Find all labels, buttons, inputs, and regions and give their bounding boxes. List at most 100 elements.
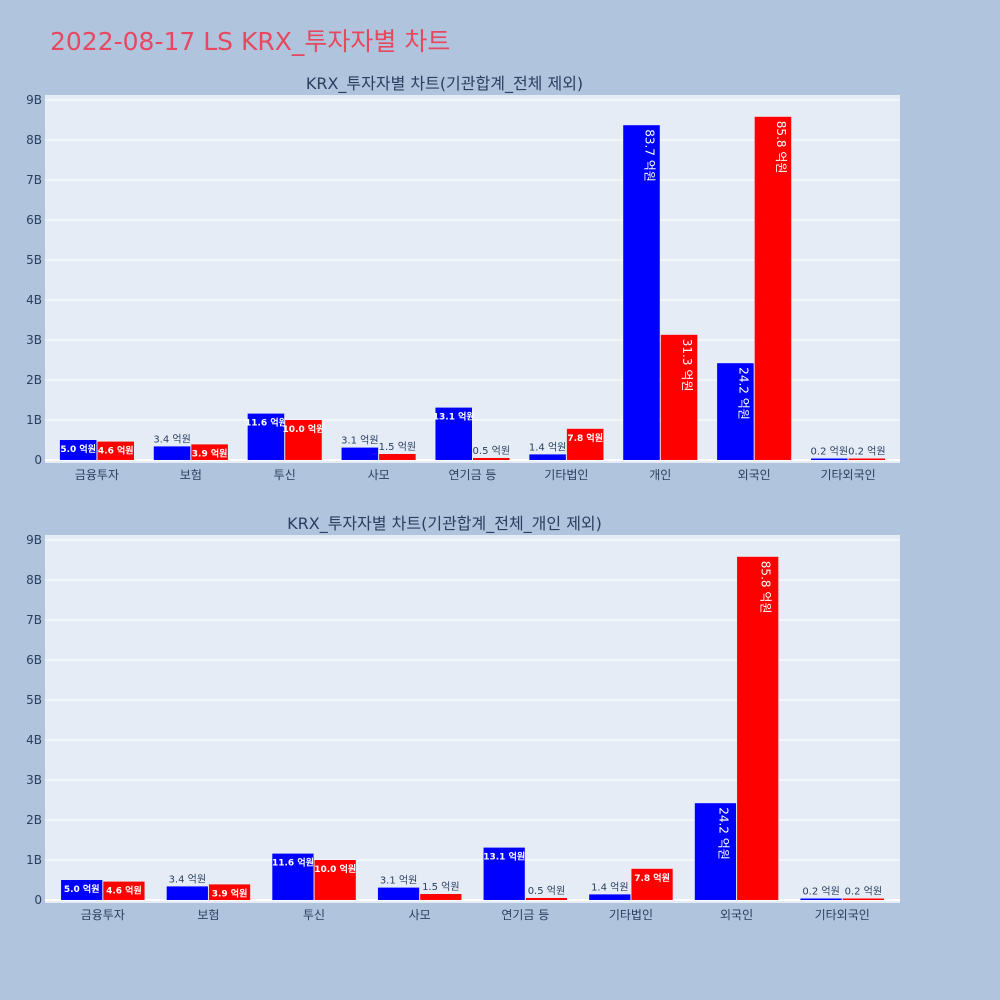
x-tick-label: 외국인 (738, 468, 771, 482)
bar (529, 454, 566, 460)
data-label: 31.3 억원 (680, 339, 694, 392)
chart-title: KRX_투자자별 차트(기관합계_전체 제외) (306, 74, 583, 94)
y-tick-label: 9B (26, 533, 42, 547)
y-tick-label: 8B (26, 133, 42, 147)
y-tick-label: 1B (26, 853, 42, 867)
data-label: 3.4 억원 (169, 873, 206, 885)
bar (341, 447, 379, 460)
bar (59, 440, 97, 460)
page-title: 2022-08-17 LS KRX_투자자별 차트 (50, 27, 451, 56)
x-tick-label: 기타외국인 (820, 468, 875, 482)
x-tick-label: 기타법인 (544, 468, 588, 482)
y-tick-label: 7B (26, 173, 42, 187)
data-label: 5.0 억원 (60, 443, 96, 455)
data-label: 11.6 억원 (245, 417, 287, 429)
bar (377, 887, 420, 900)
bar (379, 454, 416, 460)
y-tick-label: 0 (34, 893, 42, 907)
data-label: 11.6 억원 (272, 857, 314, 869)
y-tick-label: 5B (26, 693, 42, 707)
data-label: 85.8 억원 (774, 121, 788, 174)
bar (103, 881, 145, 900)
data-label: 24.2 억원 (716, 807, 730, 860)
x-tick-label: 보험 (180, 468, 202, 482)
data-label: 4.6 억원 (98, 445, 134, 457)
bar (208, 884, 251, 900)
x-tick-label: 사모 (409, 908, 431, 922)
data-label: 7.8 억원 (567, 432, 603, 444)
x-tick-label: 투신 (274, 468, 296, 482)
data-label: 3.1 억원 (341, 435, 378, 447)
y-tick-label: 3B (26, 333, 42, 347)
data-label: 3.1 억원 (380, 875, 417, 887)
y-tick-label: 5B (26, 253, 42, 267)
bar (525, 898, 568, 900)
y-tick-label: 4B (26, 293, 42, 307)
y-tick-label: 6B (26, 213, 42, 227)
y-tick-label: 1B (26, 413, 42, 427)
chart-title: KRX_투자자별 차트(기관합계_전체_개인 제외) (287, 514, 602, 534)
data-label: 0.2 억원 (848, 446, 885, 458)
x-tick-label: 보험 (197, 908, 219, 922)
data-label: 3.4 억원 (153, 433, 190, 445)
bar (848, 458, 886, 460)
y-tick-label: 4B (26, 733, 42, 747)
data-label: 7.8 억원 (634, 872, 670, 884)
bar (435, 407, 472, 460)
x-tick-label: 금융투자 (81, 908, 125, 922)
data-label: 4.6 억원 (106, 885, 142, 897)
bar (660, 334, 698, 460)
bar (737, 556, 779, 900)
x-tick-label: 연기금 등 (501, 908, 549, 922)
data-label: 0.2 억원 (811, 446, 848, 458)
data-label: 5.0 억원 (64, 883, 100, 895)
bar (153, 446, 191, 460)
bar (314, 860, 356, 900)
data-label: 3.9 억원 (212, 887, 248, 899)
data-label: 83.7 억원 (643, 129, 657, 182)
y-tick-label: 2B (26, 813, 42, 827)
data-label: 1.5 억원 (379, 441, 416, 453)
bar (717, 363, 754, 460)
x-tick-label: 기타외국인 (815, 908, 870, 922)
bar (473, 458, 510, 460)
y-tick-label: 3B (26, 773, 42, 787)
data-label: 1.5 억원 (422, 881, 459, 893)
data-label: 1.4 억원 (591, 881, 628, 893)
data-label: 13.1 억원 (433, 411, 475, 423)
bar (623, 125, 660, 460)
y-tick-label: 8B (26, 573, 42, 587)
data-label: 10.0 억원 (314, 863, 356, 875)
bar (166, 886, 208, 900)
data-label: 0.5 억원 (528, 885, 565, 897)
data-label: 0.5 억원 (473, 445, 510, 457)
bar (97, 441, 134, 460)
data-label: 24.2 억원 (736, 367, 750, 420)
bar (842, 898, 884, 900)
x-tick-label: 사모 (368, 468, 390, 482)
y-tick-label: 6B (26, 653, 42, 667)
data-label: 0.2 억원 (802, 886, 839, 898)
bar (285, 420, 322, 460)
bar (483, 847, 525, 900)
bar (420, 894, 462, 900)
x-tick-label: 금융투자 (75, 468, 119, 482)
bar (694, 803, 737, 900)
y-tick-label: 2B (26, 373, 42, 387)
bar (272, 853, 314, 900)
data-label: 10.0 억원 (283, 423, 325, 435)
bar (566, 428, 604, 460)
y-tick-label: 0 (34, 453, 42, 467)
x-tick-label: 개인 (649, 468, 671, 482)
x-tick-label: 투신 (303, 908, 325, 922)
y-tick-label: 9B (26, 93, 42, 107)
bar (800, 898, 842, 900)
data-label: 0.2 억원 (845, 886, 882, 898)
data-label: 3.9 억원 (192, 447, 228, 459)
bar (247, 413, 285, 460)
bar (191, 444, 228, 460)
data-label: 13.1 억원 (483, 851, 525, 863)
data-label: 1.4 억원 (529, 441, 566, 453)
x-tick-label: 외국인 (720, 908, 753, 922)
chart-investor-all: 0 1B 2B 3B 4B 5B 6B 7B 8B 9B KRX_투자자별 차트(기관합계_전체 제… (26, 74, 900, 482)
